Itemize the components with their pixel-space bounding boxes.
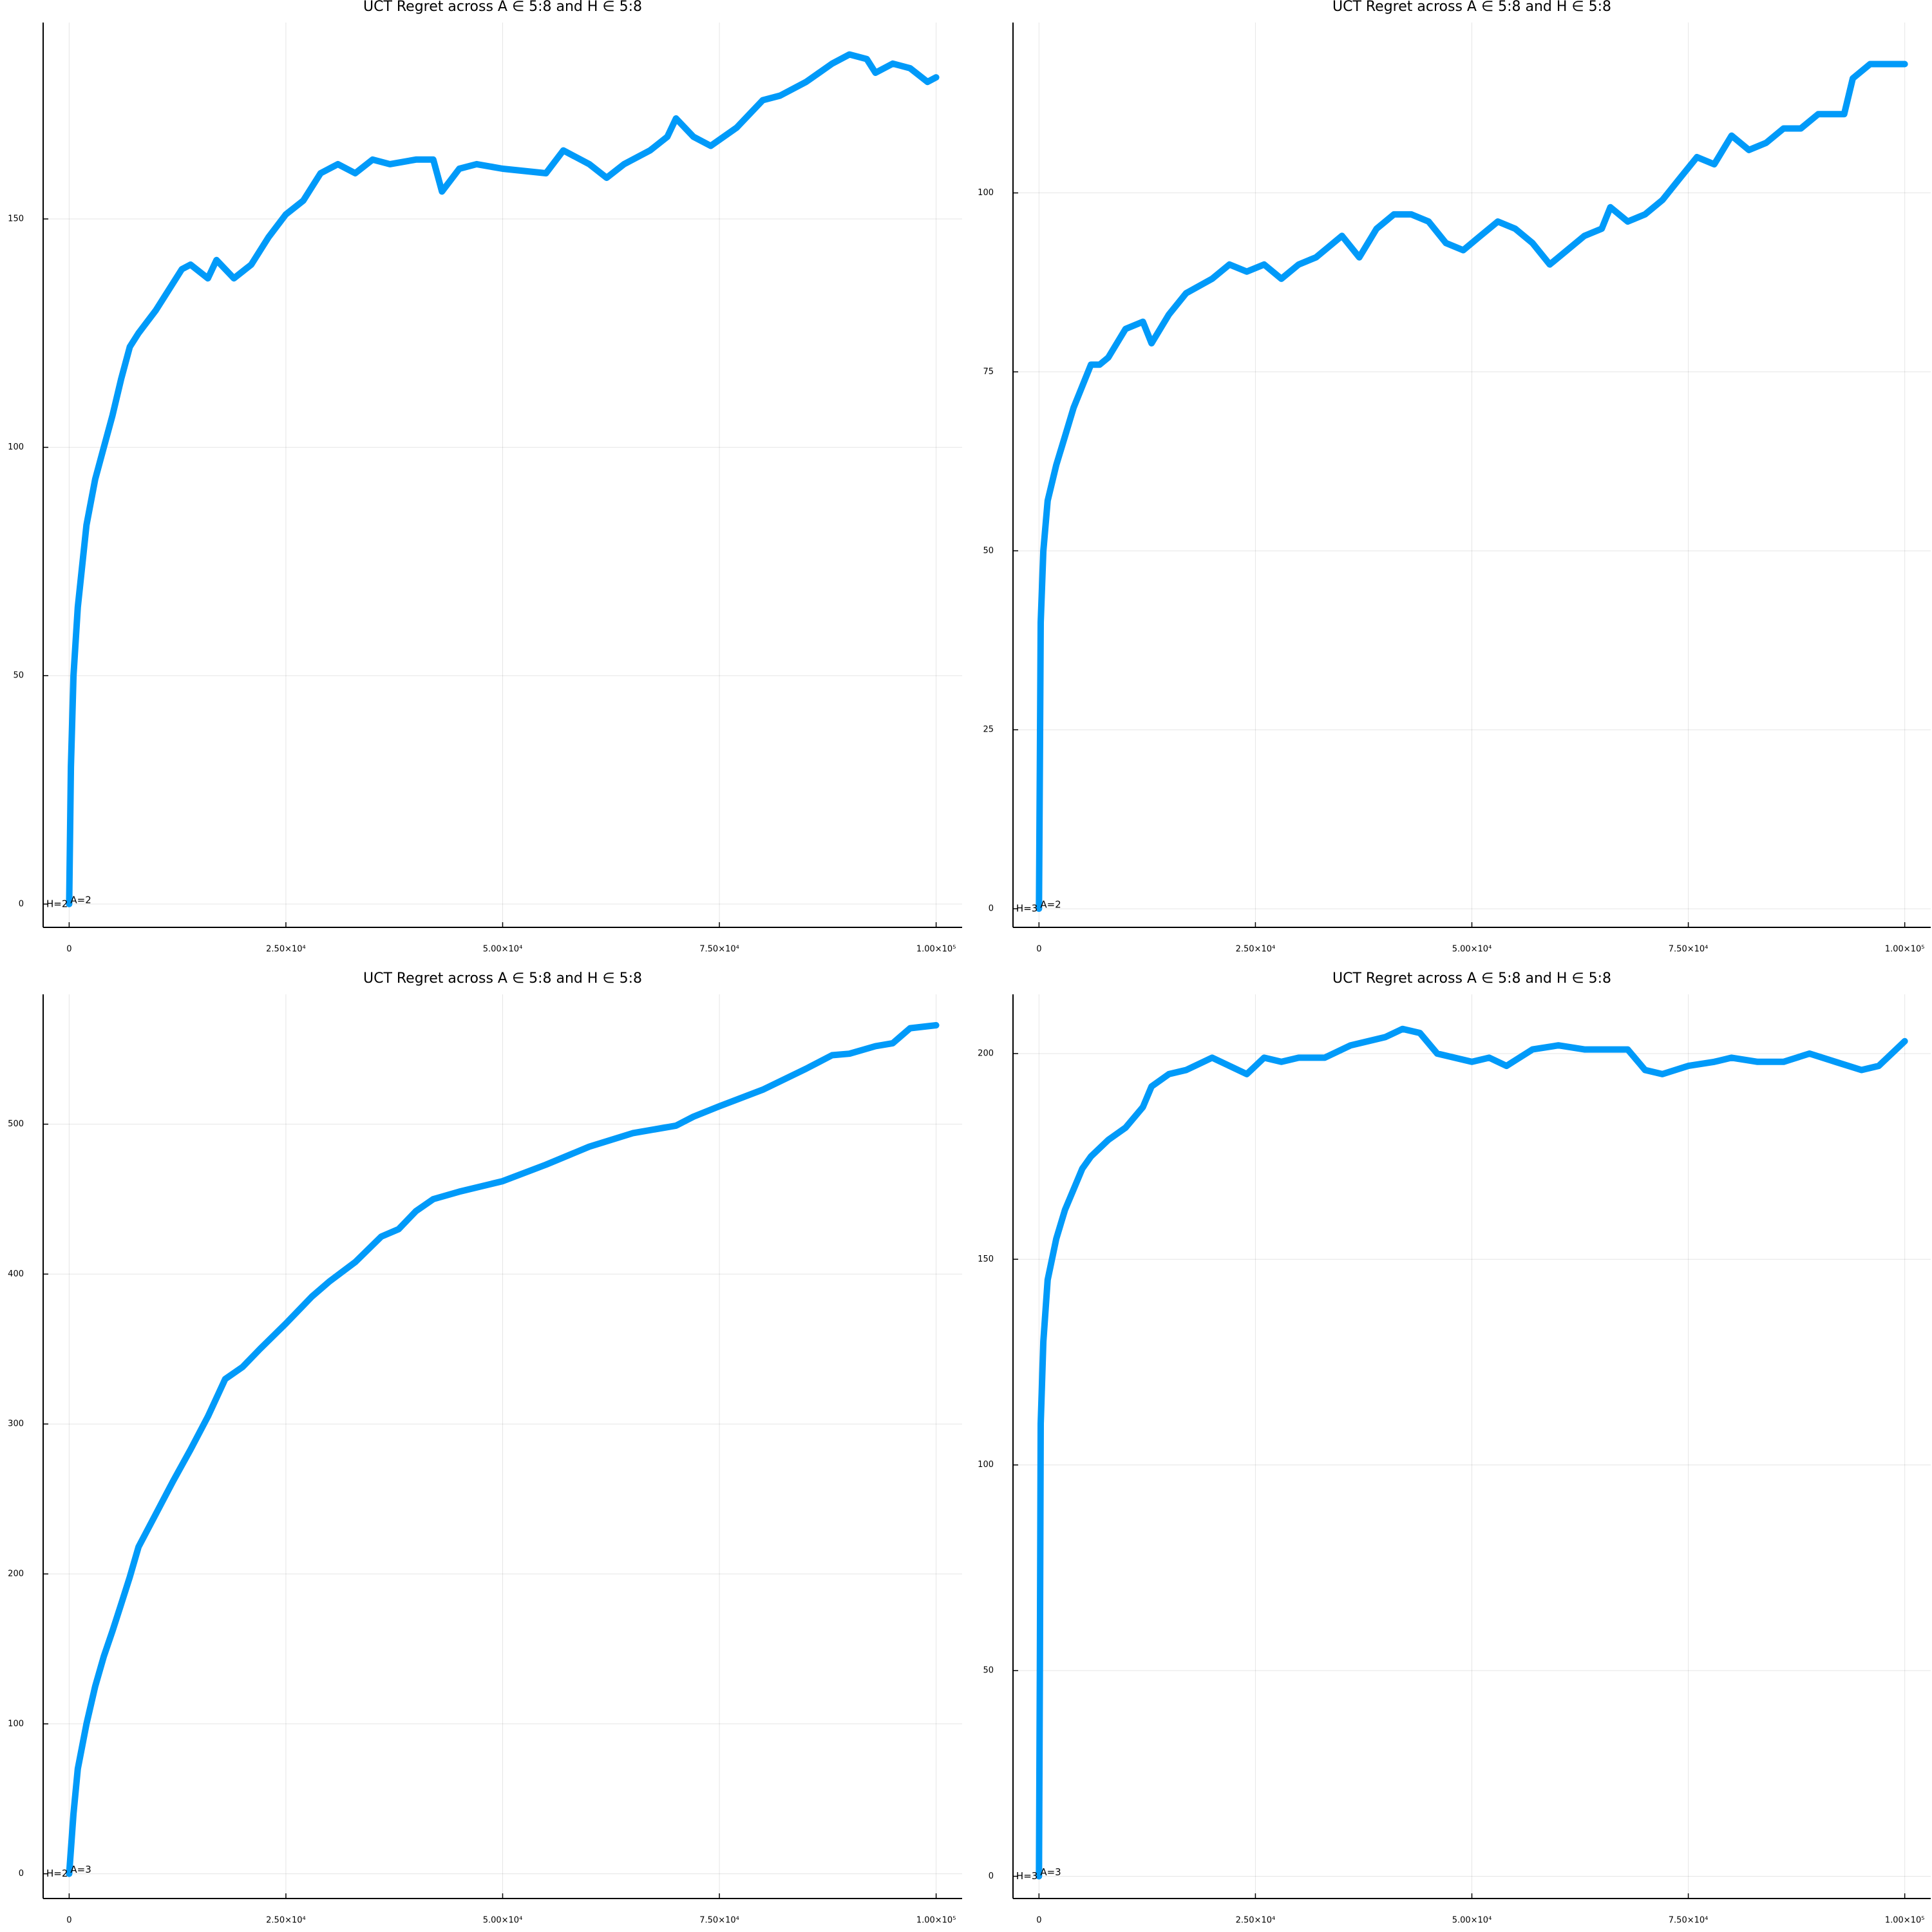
- chart-title: UCT Regret across A ∈ 5:8 and H ∈ 5:8: [363, 971, 642, 987]
- y-tick-label: 400: [8, 1269, 24, 1279]
- data-line: [1036, 1025, 1908, 1880]
- y-tick-label: 200: [978, 1048, 994, 1058]
- y-tick-label: 100: [8, 442, 24, 452]
- x-tick-label: 0: [66, 1916, 71, 1926]
- x-tick-label: 5.00×10⁴: [483, 1916, 523, 1926]
- x-tick-label: 1.00×10⁵: [916, 1916, 956, 1926]
- x-tick-label: 2.50×10⁴: [266, 945, 306, 954]
- x-tick-label: 0: [1036, 945, 1041, 954]
- y-tick-label: 50: [13, 671, 24, 681]
- y-tick-label: 75: [983, 367, 994, 377]
- data-line: [66, 1022, 940, 1877]
- x-tick-label: 0: [1036, 1916, 1041, 1926]
- x-tick-label: 7.50×10⁴: [699, 1916, 739, 1926]
- y-tick-label: 300: [8, 1419, 24, 1429]
- annotation: A=2: [1040, 899, 1061, 911]
- annotation: H=2: [46, 1868, 68, 1879]
- data-line: [1036, 61, 1908, 913]
- y-tick-label: 100: [978, 1460, 994, 1470]
- x-tick-label: 7.50×10⁴: [1669, 1916, 1709, 1926]
- y-tick-label: 0: [19, 1869, 24, 1879]
- x-tick-label: 7.50×10⁴: [1669, 945, 1709, 954]
- chart-title: UCT Regret across A ∈ 5:8 and H ∈ 5:8: [1332, 971, 1611, 987]
- y-tick-label: 150: [978, 1255, 994, 1264]
- x-tick-label: 1.00×10⁵: [1885, 1916, 1925, 1926]
- annotation: H=3: [1016, 1870, 1037, 1882]
- y-tick-label: 50: [983, 1666, 994, 1676]
- x-tick-label: 7.50×10⁴: [699, 945, 739, 954]
- y-tick-label: 25: [983, 725, 994, 735]
- annotation: A=2: [70, 894, 91, 905]
- chart-title: UCT Regret across A ∈ 5:8 and H ∈ 5:8: [1332, 0, 1611, 15]
- y-tick-label: 0: [989, 904, 994, 914]
- x-tick-label: 5.00×10⁴: [1452, 1916, 1492, 1926]
- x-tick-label: 2.50×10⁴: [266, 1916, 306, 1926]
- y-tick-label: 150: [8, 214, 24, 223]
- chart-title: UCT Regret across A ∈ 5:8 and H ∈ 5:8: [363, 0, 642, 15]
- x-tick-label: 1.00×10⁵: [1885, 945, 1925, 954]
- y-tick-label: 200: [8, 1569, 24, 1578]
- x-tick-label: 2.50×10⁴: [1236, 1916, 1276, 1926]
- x-tick-label: 0: [66, 945, 71, 954]
- y-tick-label: 500: [8, 1119, 24, 1129]
- y-tick-label: 50: [983, 546, 994, 556]
- annotation: H=3: [1016, 903, 1037, 914]
- y-tick-label: 100: [8, 1719, 24, 1728]
- x-tick-label: 5.00×10⁴: [1452, 945, 1492, 954]
- y-tick-label: 0: [19, 899, 24, 909]
- annotation: H=2: [46, 898, 68, 909]
- data-line: [66, 51, 940, 907]
- y-tick-label: 0: [989, 1871, 994, 1881]
- x-tick-label: 5.00×10⁴: [483, 945, 523, 954]
- annotation: A=3: [70, 1864, 91, 1875]
- x-tick-label: 2.50×10⁴: [1236, 945, 1276, 954]
- x-tick-label: 1.00×10⁵: [916, 945, 956, 954]
- annotation: A=3: [1040, 1866, 1061, 1878]
- y-tick-label: 100: [978, 188, 994, 198]
